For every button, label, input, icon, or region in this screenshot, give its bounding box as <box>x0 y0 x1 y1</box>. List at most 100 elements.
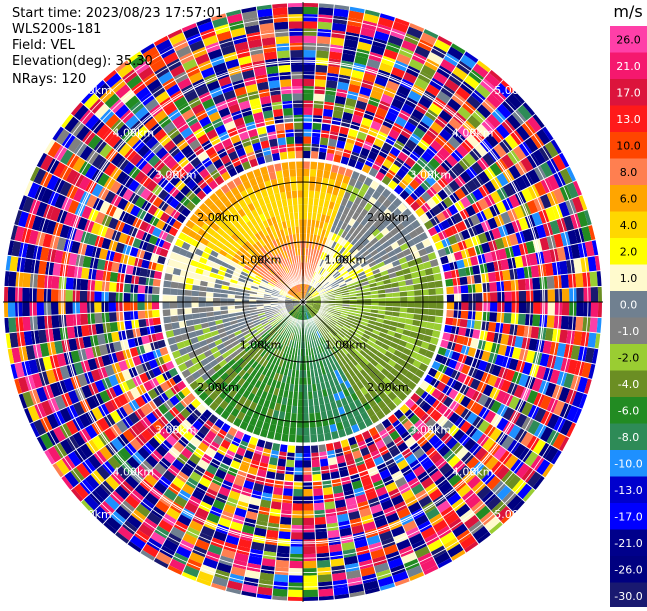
noise-gate <box>318 451 328 460</box>
noise-gate <box>486 93 502 109</box>
noise-gate <box>205 128 218 140</box>
noise-gate <box>438 128 453 142</box>
noise-gate <box>503 312 512 324</box>
noise-gate <box>423 162 436 175</box>
signal-gate <box>274 284 282 290</box>
noise-gate <box>521 401 534 417</box>
signal-gate <box>286 331 292 339</box>
noise-gate <box>327 65 341 75</box>
noise-gate <box>329 44 344 54</box>
signal-gate <box>364 343 373 351</box>
signal-gate <box>289 290 295 296</box>
signal-gate <box>354 264 363 272</box>
noise-gate <box>134 257 143 268</box>
signal-gate <box>303 291 306 299</box>
noise-gate <box>42 355 53 371</box>
noise-gate <box>155 331 164 342</box>
noise-gate <box>320 130 330 139</box>
signal-gate <box>252 253 260 261</box>
signal-gate <box>285 297 293 300</box>
signal-gate <box>216 342 226 351</box>
signal-gate <box>380 227 390 237</box>
signal-gate <box>326 309 334 314</box>
noise-gate <box>52 426 67 443</box>
noise-gate <box>211 475 224 487</box>
noise-gate <box>66 264 76 278</box>
noise-gate <box>29 198 41 216</box>
noise-gate <box>367 150 379 161</box>
noise-gate <box>348 10 365 21</box>
noise-gate <box>448 117 462 131</box>
signal-gate <box>283 313 290 319</box>
noise-gate <box>327 456 338 466</box>
signal-gate <box>293 384 299 392</box>
noise-gate <box>538 209 550 225</box>
noise-gate <box>380 499 394 511</box>
noise-gate <box>22 407 34 424</box>
noise-gate <box>182 162 195 174</box>
noise-gate <box>476 381 488 394</box>
signal-gate <box>383 257 392 266</box>
noise-gate <box>476 210 488 223</box>
signal-gate <box>251 316 260 322</box>
noise-gate <box>91 183 104 198</box>
signal-gate <box>303 377 308 385</box>
noise-gate <box>446 215 457 227</box>
signal-gate <box>368 388 378 399</box>
signal-gate <box>324 192 332 202</box>
noise-gate <box>60 113 74 129</box>
signal-gate <box>327 356 335 365</box>
signal-gate <box>314 265 320 273</box>
signal-gate <box>225 253 234 261</box>
noise-gate <box>140 187 152 200</box>
signal-gate <box>286 293 294 298</box>
noise-gate <box>87 302 95 314</box>
noise-gate <box>389 146 401 158</box>
noise-gate <box>130 283 139 294</box>
noise-gate <box>532 113 546 129</box>
noise-gate <box>129 470 144 484</box>
noise-gate <box>350 524 365 535</box>
signal-gate <box>261 421 271 431</box>
signal-gate <box>288 256 293 265</box>
noise-gate <box>242 480 255 490</box>
noise-gate <box>411 539 428 552</box>
signal-gate <box>249 340 258 348</box>
noise-gate <box>359 566 376 577</box>
noise-gate <box>509 323 518 336</box>
signal-gate <box>275 315 283 321</box>
noise-gate <box>344 142 355 152</box>
signal-gate <box>367 350 376 359</box>
signal-gate <box>392 207 402 218</box>
noise-gate <box>550 449 563 466</box>
signal-gate <box>294 311 299 319</box>
noise-gate <box>358 507 372 518</box>
noise-gate <box>249 46 264 56</box>
noise-gate <box>99 108 115 124</box>
noise-gate <box>150 341 160 351</box>
signal-gate <box>255 240 263 249</box>
signal-gate <box>284 274 290 282</box>
noise-gate <box>160 152 173 165</box>
signal-gate <box>331 316 339 322</box>
noise-gate <box>470 429 484 443</box>
noise-gate <box>373 30 390 42</box>
signal-gate <box>294 286 299 293</box>
signal-gate <box>332 326 340 334</box>
noise-gate <box>549 341 559 356</box>
noise-gate <box>353 107 366 118</box>
noise-gate <box>467 283 476 294</box>
noise-gate <box>502 406 515 421</box>
signal-gate <box>241 380 251 390</box>
signal-gate <box>267 282 275 288</box>
noise-gate <box>277 57 291 66</box>
signal-gate <box>313 324 318 332</box>
signal-gate <box>292 298 300 301</box>
noise-gate <box>157 339 166 349</box>
signal-gate <box>319 329 325 337</box>
signal-gate <box>312 307 319 312</box>
signal-gate <box>269 258 276 266</box>
noise-gate <box>101 237 112 250</box>
noise-gate <box>343 104 356 115</box>
signal-gate <box>287 281 293 288</box>
